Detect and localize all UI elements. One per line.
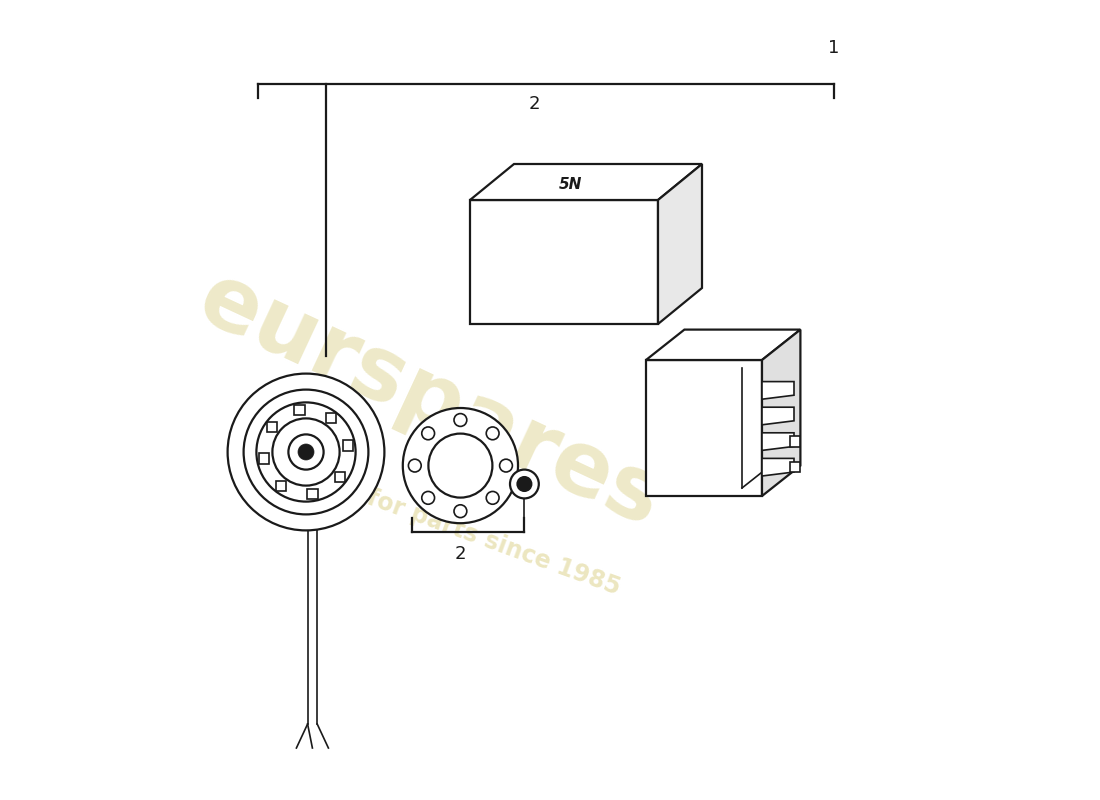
Polygon shape — [658, 164, 702, 324]
Text: 5N: 5N — [559, 178, 582, 192]
Bar — [307, 489, 318, 499]
Circle shape — [486, 491, 499, 504]
Bar — [790, 436, 800, 447]
Polygon shape — [762, 458, 794, 476]
Circle shape — [403, 408, 518, 523]
Polygon shape — [646, 360, 762, 496]
Polygon shape — [470, 164, 702, 200]
Bar — [326, 413, 337, 423]
Circle shape — [273, 418, 340, 486]
Text: 2: 2 — [454, 545, 466, 562]
Bar — [790, 462, 800, 473]
Text: eurspares: eurspares — [185, 254, 675, 546]
Bar — [276, 481, 286, 491]
Circle shape — [428, 434, 493, 498]
Circle shape — [298, 444, 314, 460]
Circle shape — [408, 459, 421, 472]
Polygon shape — [470, 200, 658, 324]
Bar — [258, 453, 270, 463]
Circle shape — [243, 390, 368, 514]
Text: 2: 2 — [528, 95, 540, 113]
Circle shape — [421, 491, 434, 504]
Polygon shape — [762, 433, 794, 450]
Polygon shape — [762, 382, 794, 399]
Circle shape — [288, 434, 323, 470]
Circle shape — [454, 414, 466, 426]
Circle shape — [421, 427, 434, 440]
Bar — [334, 472, 345, 482]
Polygon shape — [762, 407, 794, 425]
Circle shape — [486, 427, 499, 440]
Bar — [295, 405, 305, 415]
Text: 1: 1 — [828, 39, 839, 57]
Circle shape — [499, 459, 513, 472]
Polygon shape — [646, 330, 801, 360]
Circle shape — [510, 470, 539, 498]
Circle shape — [517, 477, 531, 491]
Text: a passion for parts since 1985: a passion for parts since 1985 — [236, 440, 624, 600]
Bar — [343, 441, 353, 451]
Polygon shape — [762, 330, 801, 496]
Circle shape — [454, 505, 466, 518]
Bar — [266, 422, 277, 432]
Circle shape — [228, 374, 384, 530]
Circle shape — [256, 402, 355, 502]
